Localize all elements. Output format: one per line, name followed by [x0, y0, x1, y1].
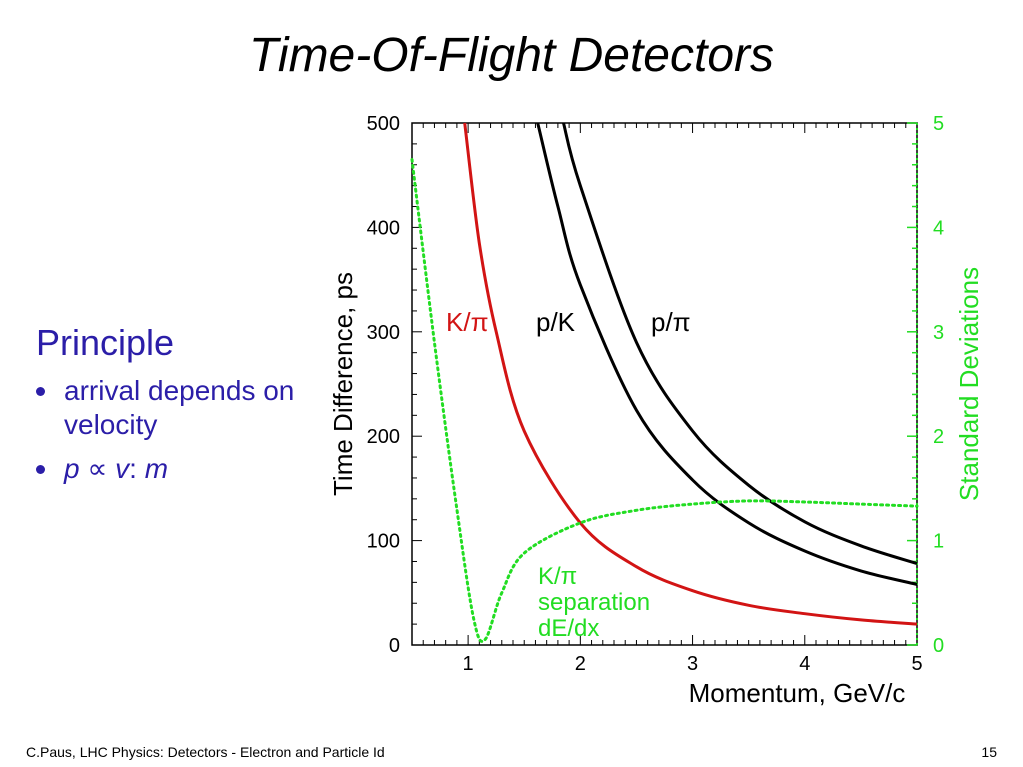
series-line-p-k	[536, 122, 918, 586]
y-tick-label: 300	[367, 322, 400, 344]
x-axis-label: Momentum, GeV/c	[689, 678, 906, 708]
series-group	[410, 122, 919, 643]
series-line-k-pi	[463, 122, 918, 626]
bullet-colon: :	[129, 453, 145, 484]
bullet-momentum: p	[64, 453, 80, 484]
bullet-velocity: v	[115, 453, 130, 484]
x-tick-label: 1	[463, 653, 474, 675]
y2-axis-label: Standard Deviations	[954, 267, 984, 501]
y-tick-label: 500	[367, 113, 400, 135]
bullet-mass: m	[144, 453, 169, 484]
y-tick-label: 0	[389, 635, 400, 657]
plot-frame	[411, 122, 918, 646]
series-line-p-pi	[562, 122, 918, 566]
footer-text: C.Paus, LHC Physics: Detectors - Electro…	[26, 744, 385, 760]
y2-tick-label: 2	[933, 426, 944, 448]
label-p-k: p/K	[536, 307, 576, 337]
label-sep-k-pi: K/π	[538, 563, 577, 590]
series-line-separation	[410, 158, 919, 643]
slide-title: Time-Of-Flight Detectors	[249, 29, 774, 82]
page-number: 15	[981, 744, 997, 760]
bullet-dot-icon	[36, 387, 45, 396]
y2-tick-label: 5	[933, 113, 944, 135]
x-tick-label: 4	[799, 653, 810, 675]
x-tick-label: 5	[911, 653, 922, 675]
label-k-pi: K/π	[446, 307, 489, 337]
label-p-pi: p/π	[651, 307, 691, 337]
principle-heading: Principle	[36, 322, 175, 363]
bullet-proportional: ∝	[79, 453, 116, 484]
y-tick-label: 100	[367, 531, 400, 553]
axis-ticks	[412, 122, 918, 646]
y2-tick-label: 1	[933, 531, 944, 553]
bullet-text: arrival depends on velocity	[64, 375, 295, 440]
x-tick-label: 2	[575, 653, 586, 675]
bullet-list: Principle arrival depends on velocity p …	[36, 322, 326, 496]
bullet-dot-icon	[36, 465, 45, 474]
bullet-item: arrival depends on velocity	[36, 374, 326, 442]
y2-tick-label: 4	[933, 217, 944, 239]
y-tick-label: 400	[367, 217, 400, 239]
y-tick-label: 200	[367, 426, 400, 448]
bullet-item: p ∝ v: m	[36, 452, 326, 486]
y-axis-label: Time Difference, ps	[328, 272, 358, 496]
x-tick-label: 3	[687, 653, 698, 675]
label-sep-dedx: dE/dx	[538, 615, 599, 642]
label-sep-separation: separation	[538, 589, 650, 616]
y2-tick-label: 0	[933, 635, 944, 657]
y2-tick-label: 3	[933, 322, 944, 344]
